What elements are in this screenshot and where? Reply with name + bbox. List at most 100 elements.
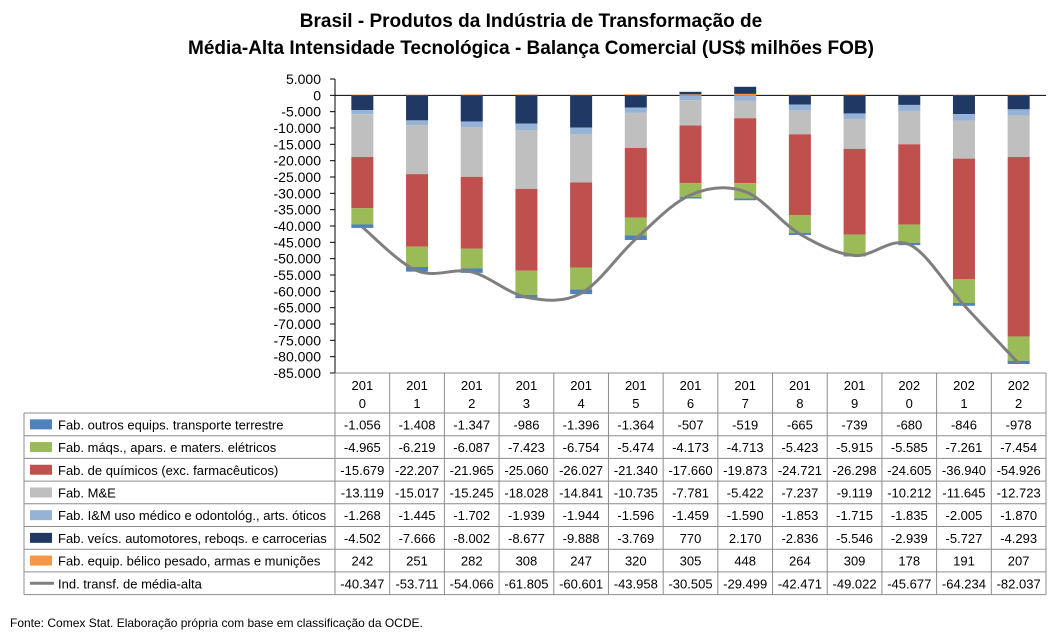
table-cell-value: -40.347 <box>340 576 384 591</box>
table-cell-value: -5.585 <box>891 440 928 455</box>
bar-segment <box>898 110 921 145</box>
source-note: Fonte: Comex Stat. Elaboração própria co… <box>10 616 423 630</box>
bar-segment <box>952 114 975 121</box>
table-cell-value: -29.499 <box>723 576 767 591</box>
bar-segment <box>734 95 757 101</box>
bar-segment <box>351 110 374 115</box>
y-tick-label: -50.000 <box>274 251 322 267</box>
table-cell-value: -45.677 <box>887 576 931 591</box>
table-cell-value: -7.454 <box>1000 440 1037 455</box>
table-cell-value: 242 <box>351 554 373 569</box>
bar-segment <box>898 144 921 225</box>
table-cell-value: -4.173 <box>672 440 709 455</box>
y-tick-label: -45.000 <box>274 234 322 250</box>
legend-label: Fab. veícs. automotores, reboqs. e carro… <box>58 531 327 546</box>
table-cell-value: -49.022 <box>833 576 877 591</box>
y-tick-label: -55.000 <box>274 267 322 283</box>
legend-label: Fab. máqs., apars. e maters. elétricos <box>58 440 277 455</box>
table-cell-value: -36.940 <box>942 463 986 478</box>
y-tick-label: -40.000 <box>274 218 322 234</box>
table-cell-value: 320 <box>625 554 647 569</box>
table-cell-value: -11.645 <box>942 485 985 500</box>
category-label-top: 201 <box>461 378 483 393</box>
y-tick-label: -75.000 <box>274 332 322 348</box>
bar-segment <box>898 94 921 96</box>
bar-segment <box>679 196 702 199</box>
bar-segment <box>898 95 921 105</box>
bar-segment <box>952 94 975 96</box>
table-cell-value: -986 <box>513 417 539 432</box>
category-label-bottom: 9 <box>851 396 858 411</box>
table-cell-value: 207 <box>1008 554 1030 569</box>
bar-segment <box>570 94 593 96</box>
table-cell-value: -978 <box>1006 417 1032 432</box>
table-cell-value: 308 <box>516 554 538 569</box>
bar-segment <box>679 100 702 126</box>
bar-segment <box>460 94 483 96</box>
table-cell-value: -5.727 <box>946 531 983 546</box>
bar-segment <box>351 157 374 209</box>
table-cell-value: -1.715 <box>836 508 873 523</box>
bar-segment <box>843 113 866 120</box>
y-tick-label: -5.000 <box>281 104 321 120</box>
table-cell-value: -1.056 <box>344 417 381 432</box>
bar-segment <box>679 95 702 101</box>
table-cell-value: -26.027 <box>559 463 603 478</box>
category-label-top: 201 <box>516 378 538 393</box>
category-label-top: 202 <box>898 378 920 393</box>
table-cell-value: 770 <box>680 531 702 546</box>
legend-key-swatch <box>30 419 52 430</box>
bar-segment <box>624 95 647 108</box>
table-cell-value: -22.207 <box>395 463 439 478</box>
table-cell-value: -1.853 <box>781 508 818 523</box>
bar-segment <box>515 188 538 271</box>
bar-segment <box>734 100 757 119</box>
bar-segment <box>679 94 702 96</box>
table-cell-value: 2.170 <box>729 531 762 546</box>
table-cell-value: -24.721 <box>778 463 822 478</box>
bar-segment <box>788 94 811 96</box>
category-label-top: 202 <box>1008 378 1030 393</box>
legend-key-swatch <box>30 532 52 543</box>
table-cell-value: 251 <box>406 554 428 569</box>
table-cell-value: -24.605 <box>887 463 931 478</box>
legend-key-swatch <box>30 510 52 521</box>
total-line <box>361 186 1020 365</box>
bar-segment <box>351 95 374 111</box>
table-cell-value: -1.268 <box>344 508 381 523</box>
bar-segment <box>734 118 757 184</box>
table-cell-value: 309 <box>844 554 866 569</box>
bar-segment <box>952 279 975 304</box>
table-cell-value: -9.119 <box>837 485 873 500</box>
table-cell-value: -13.119 <box>341 485 384 500</box>
bar-segment <box>843 119 866 149</box>
category-label-bottom: 5 <box>632 396 639 411</box>
bar-segment <box>351 114 374 158</box>
bar-segment <box>624 94 647 96</box>
table-cell-value: -64.234 <box>942 576 986 591</box>
category-label-bottom: 1 <box>960 396 967 411</box>
bar-segment <box>898 224 921 243</box>
legend-label: Fab. equip. bélico pesado, armas e muniç… <box>58 554 321 569</box>
y-tick-label: -15.000 <box>274 136 322 152</box>
table-cell-value: -21.965 <box>450 463 494 478</box>
category-label-bottom: 4 <box>577 396 584 411</box>
bar-segment <box>788 104 811 111</box>
table-cell-value: -5.546 <box>836 531 873 546</box>
bar-segment <box>515 95 538 124</box>
legend-label: Ind. transf. de média-alta <box>58 576 203 591</box>
legend-key-swatch <box>30 555 52 566</box>
bar-segment <box>406 246 429 268</box>
chart-title-line-2: Média-Alta Intensidade Tecnológica - Bal… <box>188 38 874 59</box>
bar-segment <box>1007 109 1030 116</box>
bar-segment <box>570 95 593 128</box>
table-cell-value: -3.769 <box>617 531 654 546</box>
bar-segment <box>679 125 702 184</box>
bar-segment <box>406 125 429 175</box>
table-cell-value: -1.408 <box>399 417 436 432</box>
bar-segment <box>406 94 429 96</box>
table-cell-value: -53.711 <box>395 576 438 591</box>
legend-label: Fab. outros equips. transporte terrestre <box>58 417 283 432</box>
category-label-top: 201 <box>625 378 647 393</box>
table-cell-value: -1.445 <box>399 508 436 523</box>
